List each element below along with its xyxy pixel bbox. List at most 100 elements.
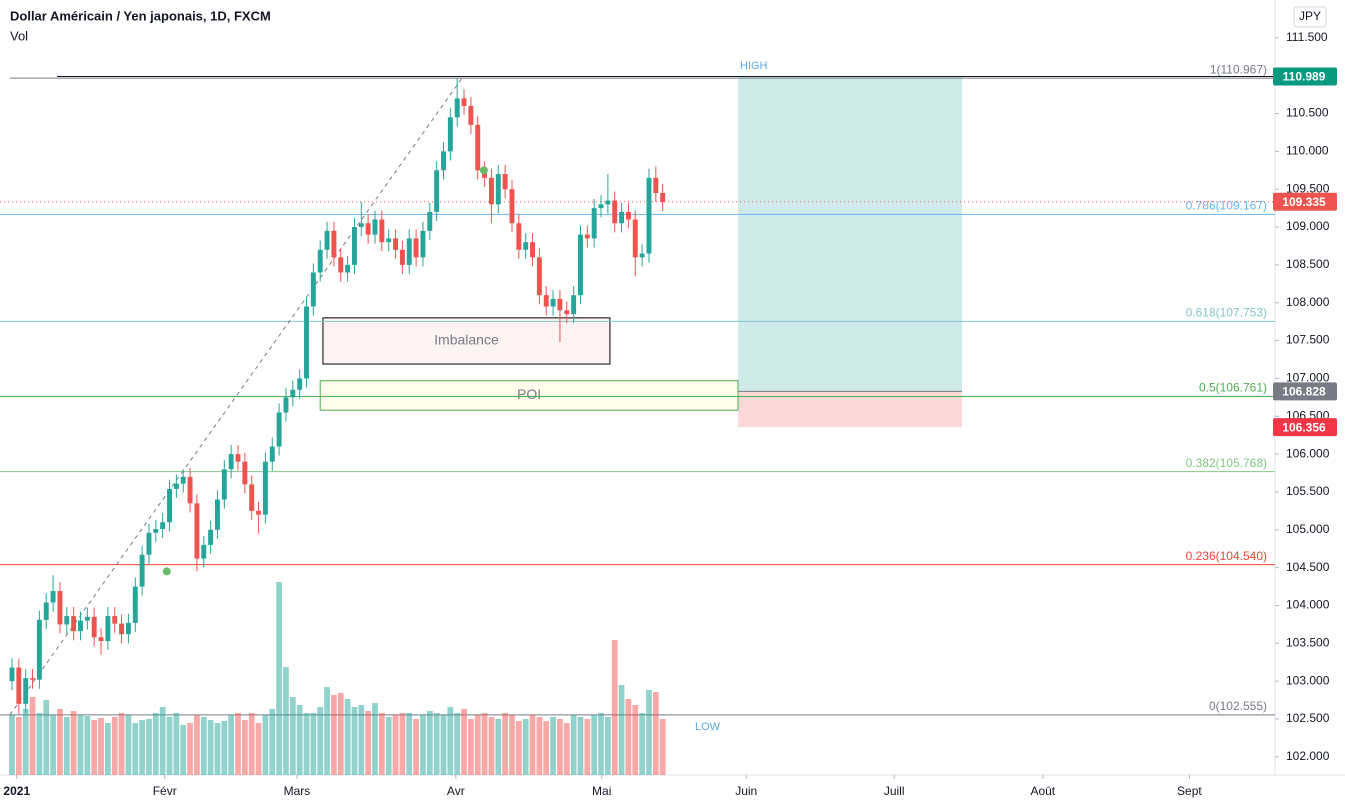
low-label: LOW [695, 721, 721, 733]
high-label: HIGH [740, 60, 768, 72]
volume-bar [502, 713, 509, 775]
candle-body [345, 264, 351, 273]
volume-bar [221, 721, 228, 775]
volume-bar [543, 721, 550, 775]
candle-body [509, 189, 515, 224]
volume-bar [228, 715, 235, 775]
candle-body [399, 249, 405, 265]
candle-body [454, 98, 460, 118]
x-tick-label: Mai [592, 784, 611, 798]
y-tick-label: 103.500 [1286, 635, 1330, 649]
candle-body [304, 306, 309, 379]
candle-body [71, 616, 77, 632]
volume-bar [399, 713, 406, 775]
volume-bar [639, 713, 645, 775]
volume-bar [454, 713, 461, 775]
candle-body [331, 230, 337, 258]
volume-bar [276, 582, 282, 775]
candle-body [290, 389, 296, 398]
y-tick-label: 108.000 [1286, 295, 1330, 309]
volume-bar [344, 699, 351, 775]
candle-body [502, 174, 508, 190]
candle-body [84, 616, 90, 621]
candle-body [358, 223, 364, 228]
volume-bar [598, 713, 604, 775]
candle-body [98, 637, 104, 642]
volume-bar [200, 717, 207, 775]
candle-body [386, 238, 392, 243]
candle-body [488, 177, 494, 205]
volume-bar [577, 717, 584, 775]
candle-body [160, 522, 166, 530]
volume-bar [194, 715, 200, 775]
price-badge [1273, 418, 1337, 437]
x-tick-label: Juill [884, 784, 905, 798]
candle-body [468, 105, 474, 125]
volume-bar [269, 709, 276, 775]
marker [479, 166, 488, 175]
volume-bar [310, 713, 317, 775]
volume-bar [632, 705, 639, 775]
volume-bar [563, 723, 570, 775]
volume-bar [591, 715, 598, 775]
volume-bar [358, 705, 365, 775]
candle-body [91, 616, 97, 638]
currency-box[interactable] [1293, 6, 1327, 28]
candle-body [413, 238, 419, 258]
volume-bar [146, 719, 152, 775]
candle-body [228, 454, 234, 470]
candle-body [441, 151, 446, 171]
volume-bar [351, 707, 358, 775]
volume-bar [289, 697, 296, 775]
loss-zone [738, 391, 962, 428]
price-badge-label: 109.335 [1282, 195, 1326, 209]
volume-bar [625, 699, 632, 775]
candle-body [112, 616, 118, 624]
volume-bar [22, 709, 29, 775]
volume-bar [159, 707, 166, 775]
candle-body [598, 204, 604, 209]
candle-body [324, 230, 330, 250]
price-badge-label: 106.828 [1282, 385, 1326, 399]
volume-bar [235, 713, 241, 775]
candle-body [30, 678, 35, 680]
candle-body [167, 488, 172, 523]
marker [162, 567, 171, 576]
volume-bar [324, 687, 330, 775]
volume-bar [77, 715, 84, 775]
volume-bar [433, 713, 440, 775]
volume-bar [515, 721, 522, 775]
candle-body [495, 174, 501, 205]
candle-body [256, 510, 262, 515]
candle-body [660, 192, 666, 203]
candle-body [276, 412, 282, 447]
candle-body [530, 242, 535, 258]
candle-body [310, 272, 316, 307]
candle-body [406, 238, 412, 265]
volume-bar [91, 720, 98, 775]
volume-bar [365, 711, 372, 775]
volume-bar [50, 715, 56, 775]
candle-body [365, 223, 371, 235]
candle-body [173, 483, 179, 489]
candle-body [187, 476, 193, 504]
y-tick-label: 106.000 [1286, 446, 1330, 460]
volume-bar [84, 716, 91, 775]
x-tick-label: Févr [153, 784, 177, 798]
candle-body [605, 200, 611, 205]
fib-trend-line [9, 77, 463, 716]
fib-label: 0.236(104.540) [1186, 549, 1267, 563]
candle-body [447, 117, 453, 152]
volume-bar [536, 717, 543, 775]
candle-body [194, 503, 200, 559]
candle-body [338, 257, 344, 273]
volume-bar [57, 709, 63, 775]
volume-bar [426, 711, 433, 775]
volume-bar [611, 640, 618, 775]
volume-bar [440, 715, 447, 775]
price-badge-label: 110.989 [1283, 70, 1326, 84]
volume-bar [98, 718, 104, 775]
candle-body [612, 200, 618, 224]
